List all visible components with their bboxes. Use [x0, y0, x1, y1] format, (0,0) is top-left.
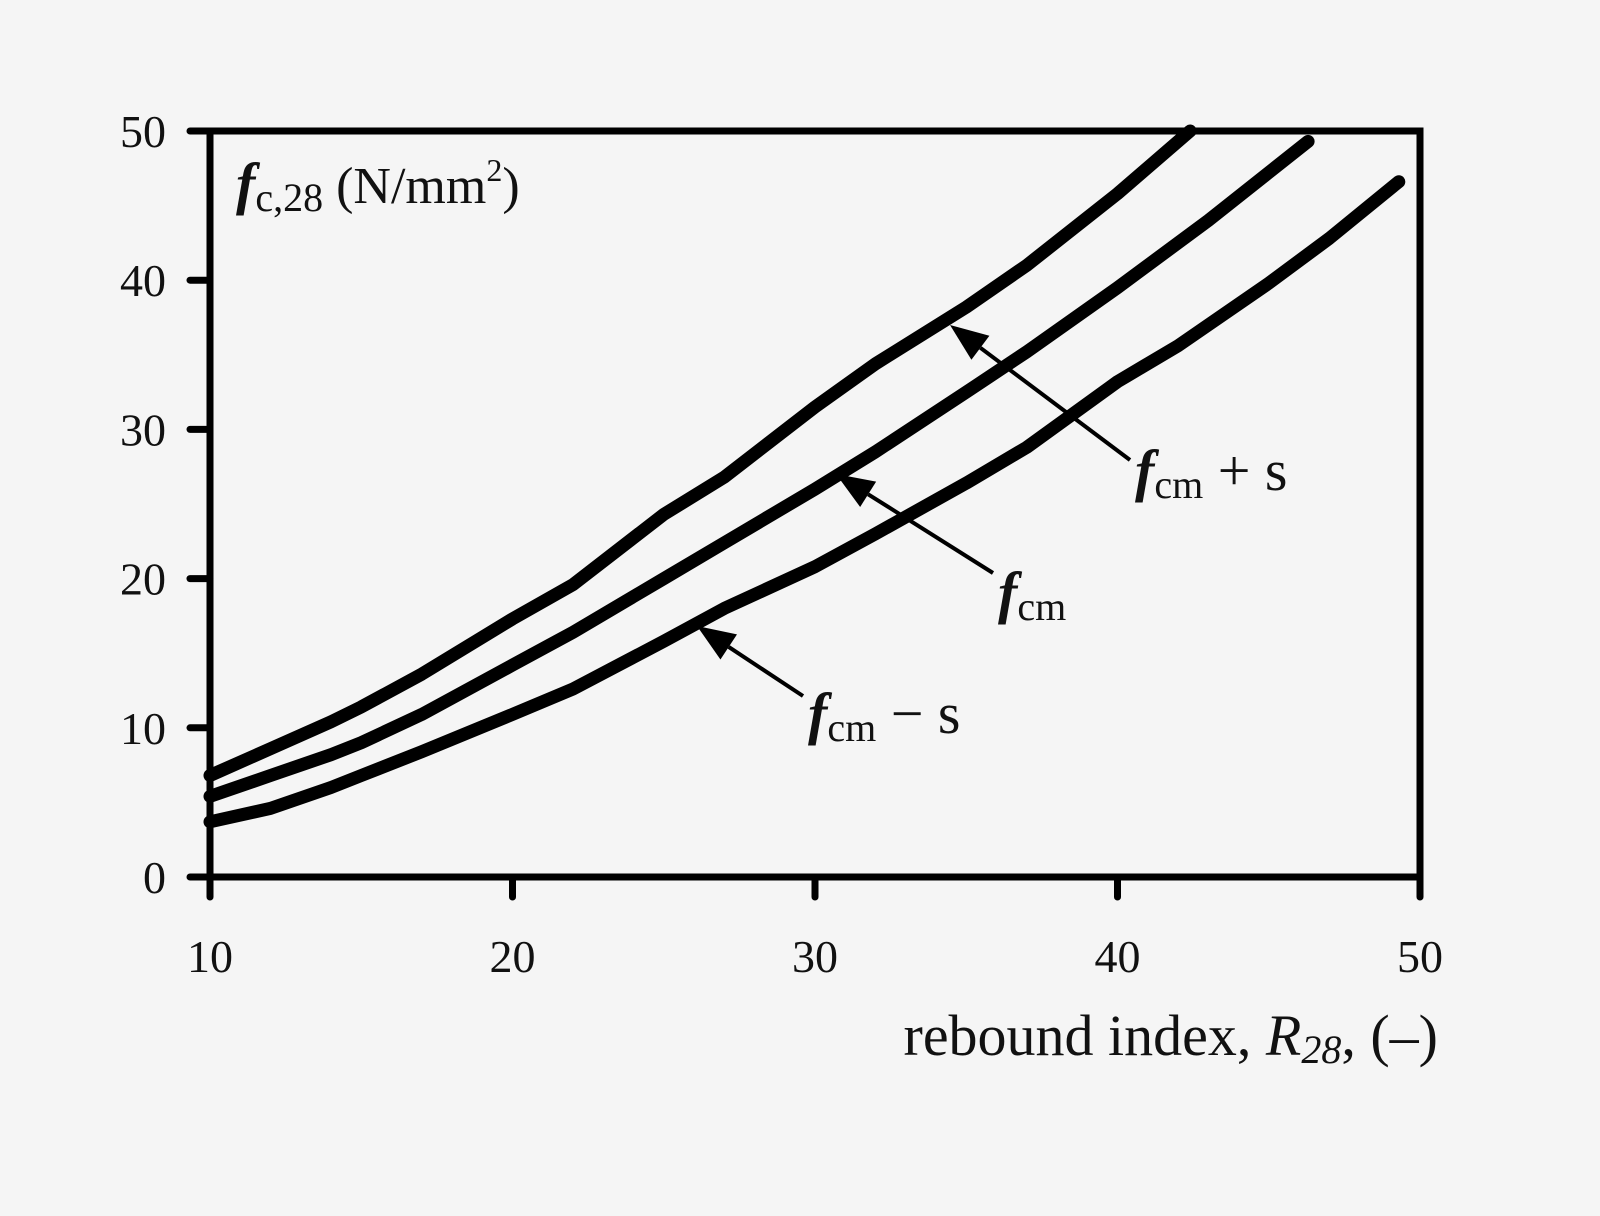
axis-ticks: 0 10 20 30 40 50 10 20 30 40 50 [120, 106, 1443, 982]
series-line [203, 134, 1315, 803]
y-tick-label: 20 [120, 554, 166, 605]
y-tick-label: 0 [143, 852, 166, 903]
y-tick-label: 50 [120, 106, 166, 157]
x-tick-label: 50 [1397, 931, 1443, 982]
y-tick-label: 40 [120, 255, 166, 306]
x-tick-label: 10 [187, 931, 233, 982]
x-tick-label: 40 [1095, 931, 1141, 982]
series-label: fcm − s [808, 681, 960, 750]
annotation-arrow [867, 492, 995, 575]
x-axis-title: rebound index, R28, (–) [904, 1003, 1439, 1072]
y-tick-label: 30 [120, 404, 166, 455]
arrow-head [950, 325, 990, 360]
series-line [203, 175, 1406, 829]
arrow-head [697, 626, 737, 660]
series-label: fcm + s [1135, 438, 1287, 507]
annotation-arrow [727, 645, 805, 698]
annotations: fcm + s fcm fcm − s [697, 325, 1287, 750]
x-tick-label: 30 [792, 931, 838, 982]
arrow-head [836, 474, 877, 507]
y-tick-label: 10 [120, 703, 166, 754]
x-tick-label: 20 [490, 931, 536, 982]
data-series [203, 124, 1406, 829]
y-axis-title: fc,28 (N/mm2) [236, 151, 520, 220]
annotation-arrow [979, 346, 1132, 462]
series-label: fcm [998, 560, 1066, 629]
series-line [203, 124, 1197, 782]
